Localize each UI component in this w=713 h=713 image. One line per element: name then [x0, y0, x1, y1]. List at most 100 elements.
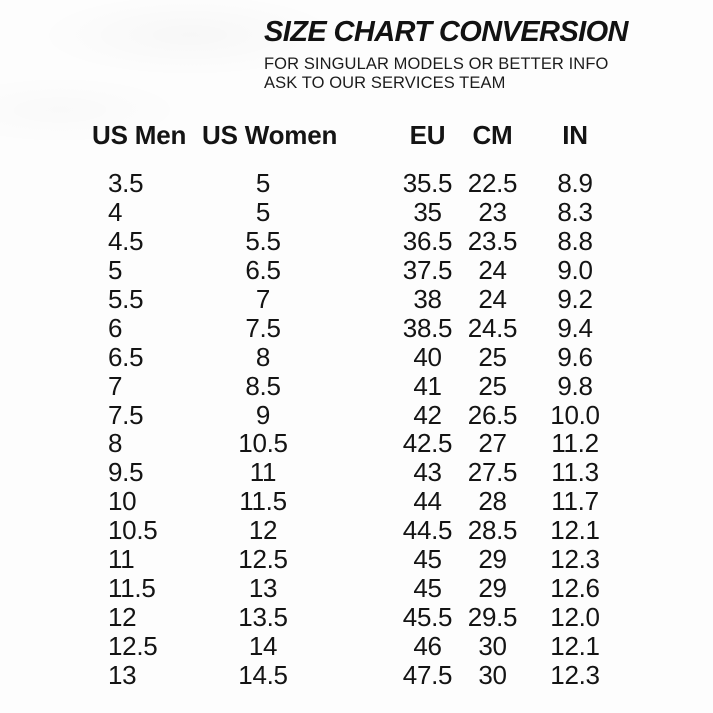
cell: 11.5 — [108, 572, 156, 603]
title-block: SIZE CHART CONVERSION FOR SINGULAR MODEL… — [264, 16, 684, 93]
cell: 30 — [478, 630, 507, 661]
cell: 36.5 — [402, 226, 453, 257]
cell: 9 — [255, 399, 271, 430]
cell: 11.2 — [551, 428, 599, 459]
table-row: 4 5 35 23 8.3 — [0, 197, 713, 228]
cell: 8.5 — [245, 370, 281, 401]
cell: 12.0 — [550, 601, 600, 632]
cell: 8.8 — [557, 226, 593, 257]
cell: 12.1 — [550, 515, 600, 546]
cell: 14.5 — [238, 659, 288, 690]
cell: 12.5 — [238, 544, 288, 575]
cell: 11.3 — [551, 457, 599, 488]
cell: 9.0 — [557, 255, 593, 286]
column-header-eu: EU — [409, 119, 446, 150]
cell: 13.5 — [238, 601, 288, 632]
cell: 29 — [478, 544, 507, 575]
cell: 27.5 — [467, 457, 518, 488]
table-row: 10 11.5 44 28 11.7 — [0, 486, 713, 517]
cell: 29 — [478, 572, 507, 603]
cell: 24 — [478, 284, 507, 315]
cell: 45 — [413, 544, 442, 575]
cell: 11 — [249, 457, 277, 488]
cell: 4.5 — [108, 226, 144, 257]
cell: 8.9 — [557, 168, 593, 199]
cell: 5 — [108, 255, 123, 286]
cell: 6.5 — [245, 255, 281, 286]
cell: 12.3 — [550, 659, 600, 690]
cell: 42 — [413, 399, 442, 430]
cell: 7.5 — [245, 312, 281, 343]
table-row: 7 8.5 41 25 9.8 — [0, 370, 713, 401]
cell: 12 — [108, 601, 137, 632]
cell: 9.2 — [557, 284, 593, 315]
cell: 5 — [255, 168, 271, 199]
cell: 7 — [255, 284, 271, 315]
cell: 13 — [248, 572, 278, 603]
cell: 23.5 — [467, 226, 518, 257]
subtitle-line-2: ASK TO OUR SERVICES TEAM — [264, 74, 506, 92]
cell: 10.0 — [550, 399, 600, 430]
table-row: 11.5 13 45 29 12.6 — [0, 572, 713, 603]
cell: 27 — [478, 428, 507, 459]
table-row: 10.5 12 44.5 28.5 12.1 — [0, 515, 713, 546]
cell: 8 — [108, 428, 123, 459]
table-row: 7.5 9 42 26.5 10.0 — [0, 399, 713, 430]
cell: 4 — [108, 197, 123, 228]
cell: 45.5 — [402, 601, 453, 632]
cell: 13 — [108, 659, 137, 690]
cell: 40 — [413, 341, 442, 372]
cell: 35 — [413, 197, 442, 228]
cell: 35.5 — [402, 168, 453, 199]
cell: 24.5 — [467, 312, 518, 343]
table-row: 13 14.5 47.5 30 12.3 — [0, 659, 713, 690]
table-row: 9.5 11 43 27.5 11.3 — [0, 457, 713, 488]
cell: 38.5 — [402, 312, 453, 343]
cell: 23 — [478, 197, 507, 228]
table-header-row: US Men US Women EU CM IN — [0, 119, 713, 151]
table-row: 4.5 5.5 36.5 23.5 8.8 — [0, 226, 713, 257]
cell: 11 — [108, 544, 135, 575]
table-row: 11 12.5 45 29 12.3 — [0, 544, 713, 575]
cell: 45 — [413, 572, 442, 603]
cell: 43 — [413, 457, 442, 488]
table-row: 6.5 8 40 25 9.6 — [0, 341, 713, 372]
cell: 11.7 — [551, 486, 599, 517]
table-row: 6 7.5 38.5 24.5 9.4 — [0, 312, 713, 343]
cell: 8 — [255, 341, 271, 372]
cell: 47.5 — [402, 659, 453, 690]
column-header-us-women: US Women — [202, 119, 338, 150]
cell: 12 — [248, 515, 278, 546]
cell: 12.5 — [108, 630, 158, 661]
subtitle: FOR SINGULAR MODELS OR BETTER INFO ASK T… — [264, 55, 684, 93]
page-title: SIZE CHART CONVERSION — [264, 16, 629, 48]
cell: 22.5 — [467, 168, 518, 199]
table-row: 3.5 5 35.5 22.5 8.9 — [0, 168, 713, 199]
cell: 42.5 — [402, 428, 453, 459]
table-row: 12.5 14 46 30 12.1 — [0, 630, 713, 661]
table-row: 5.5 7 38 24 9.2 — [0, 284, 713, 315]
cell: 44.5 — [402, 515, 453, 546]
cell: 6.5 — [108, 341, 144, 372]
cell: 10 — [108, 486, 137, 517]
cell: 5.5 — [245, 226, 281, 257]
cell: 41 — [413, 370, 442, 401]
cell: 12.1 — [550, 630, 600, 661]
table-row: 8 10.5 42.5 27 11.2 — [0, 428, 713, 459]
cell: 25 — [478, 341, 507, 372]
column-header-cm: CM — [472, 119, 513, 150]
cell: 28 — [478, 486, 507, 517]
cell: 37.5 — [402, 255, 453, 286]
cell: 6 — [108, 312, 123, 343]
cell: 25 — [478, 370, 507, 401]
cell: 7 — [108, 370, 123, 401]
column-header-us-men: US Men — [92, 119, 187, 150]
cell: 8.3 — [557, 197, 593, 228]
cell: 14 — [248, 630, 278, 661]
cell: 30 — [478, 659, 507, 690]
cell: 9.4 — [557, 312, 593, 343]
cell: 10.5 — [238, 428, 288, 459]
cell: 5.5 — [108, 284, 144, 315]
cell: 12.6 — [550, 572, 600, 603]
